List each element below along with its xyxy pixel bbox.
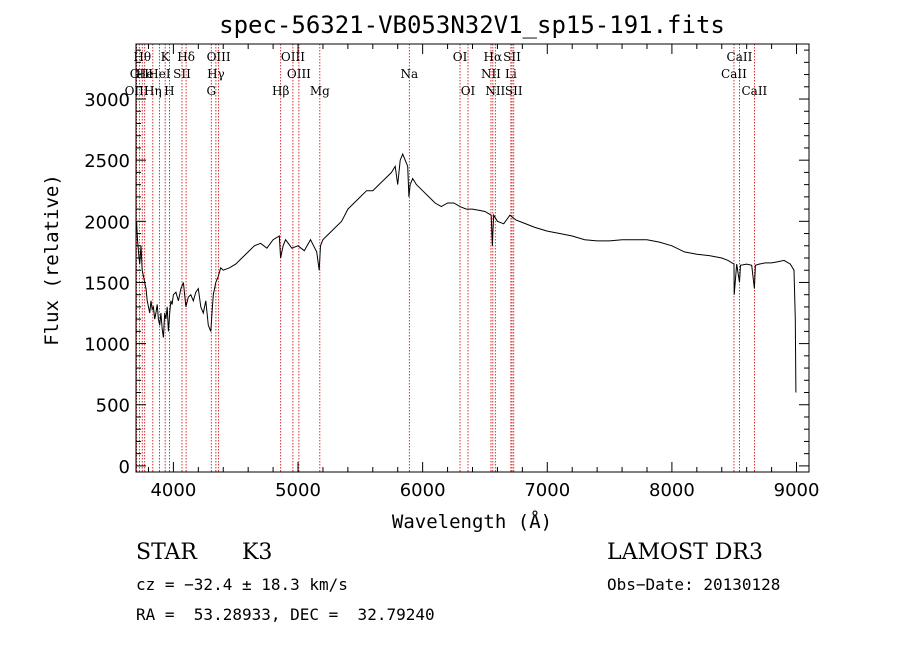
marker-label: SII bbox=[505, 84, 523, 98]
object-subclass: K3 bbox=[242, 540, 273, 565]
plot-frame bbox=[135, 43, 810, 473]
y-tick-label: 2500 bbox=[84, 151, 130, 172]
marker-label: Hθ bbox=[133, 50, 151, 64]
object-class: STAR bbox=[136, 540, 197, 565]
y-tick-label: 3000 bbox=[84, 90, 130, 111]
marker-label: HeI bbox=[148, 67, 171, 81]
emission-line-labels: Hθ OII OIII He Hη K HeI H SII Hδ OIII Hγ G OIII OIII Hβ… bbox=[125, 50, 768, 98]
marker-label: OII bbox=[130, 67, 150, 81]
marker-label: OIII bbox=[125, 84, 149, 98]
marker-label: SII bbox=[173, 67, 191, 81]
survey-name: LAMOST DR3 bbox=[607, 540, 763, 565]
marker-label: OIII bbox=[281, 50, 305, 64]
observation-date: Obs−Date: 20130128 bbox=[607, 575, 781, 594]
marker-label: OIII bbox=[207, 50, 231, 64]
marker-label: K bbox=[161, 50, 171, 64]
x-tick-label: 6000 bbox=[400, 480, 446, 501]
marker-label: Hη bbox=[144, 84, 162, 98]
x-axis-ticks: 4000 5000 6000 7000 8000 9000 bbox=[147, 44, 820, 501]
marker-label: NII bbox=[481, 67, 501, 81]
y-tick-label: 1500 bbox=[84, 273, 130, 294]
x-tick-label: 7000 bbox=[524, 480, 570, 501]
emission-line-markers bbox=[136, 44, 755, 472]
marker-label: He bbox=[136, 67, 154, 81]
marker-label: Hγ bbox=[207, 67, 225, 81]
marker-label: CaII bbox=[741, 84, 767, 98]
x-axis-label: Wavelength (Å) bbox=[392, 510, 552, 533]
y-tick-label: 0 bbox=[119, 457, 130, 478]
y-tick-label: 500 bbox=[96, 396, 130, 417]
x-tick-label: 8000 bbox=[649, 480, 695, 501]
chart-title: spec-56321-VB053N32V1_sp15-191.fits bbox=[219, 11, 725, 39]
marker-label: Hδ bbox=[177, 50, 195, 64]
marker-label: CaII bbox=[727, 50, 753, 64]
y-tick-label: 2000 bbox=[84, 212, 130, 233]
y-axis-label: Flux (relative) bbox=[41, 174, 63, 346]
x-tick-label: 5000 bbox=[275, 480, 321, 501]
marker-label: Na bbox=[400, 67, 418, 81]
x-tick-label: 9000 bbox=[774, 480, 820, 501]
marker-label: NII bbox=[485, 84, 505, 98]
marker-label: Hα bbox=[484, 50, 503, 64]
y-tick-label: 1000 bbox=[84, 335, 130, 356]
sky-coordinates: RA = 53.28933, DEC = 32.79240 bbox=[136, 605, 435, 624]
marker-label: OI bbox=[453, 50, 468, 64]
marker-label: OIII bbox=[287, 67, 311, 81]
marker-label: CaII bbox=[721, 67, 747, 81]
marker-label: H bbox=[164, 84, 174, 98]
marker-label: Hβ bbox=[272, 84, 289, 98]
marker-label: OI bbox=[461, 84, 476, 98]
spectrum-line bbox=[136, 152, 797, 393]
marker-label: SII bbox=[503, 50, 521, 64]
x-tick-label: 4000 bbox=[150, 480, 196, 501]
marker-label: G bbox=[206, 84, 216, 98]
marker-label: Li bbox=[505, 67, 517, 81]
redshift-velocity: cz = −32.4 ± 18.3 km/s bbox=[136, 575, 348, 594]
y-axis-ticks: 0 500 1000 1500 2000 2500 3000 bbox=[84, 49, 809, 478]
marker-label: Mg bbox=[310, 84, 330, 98]
